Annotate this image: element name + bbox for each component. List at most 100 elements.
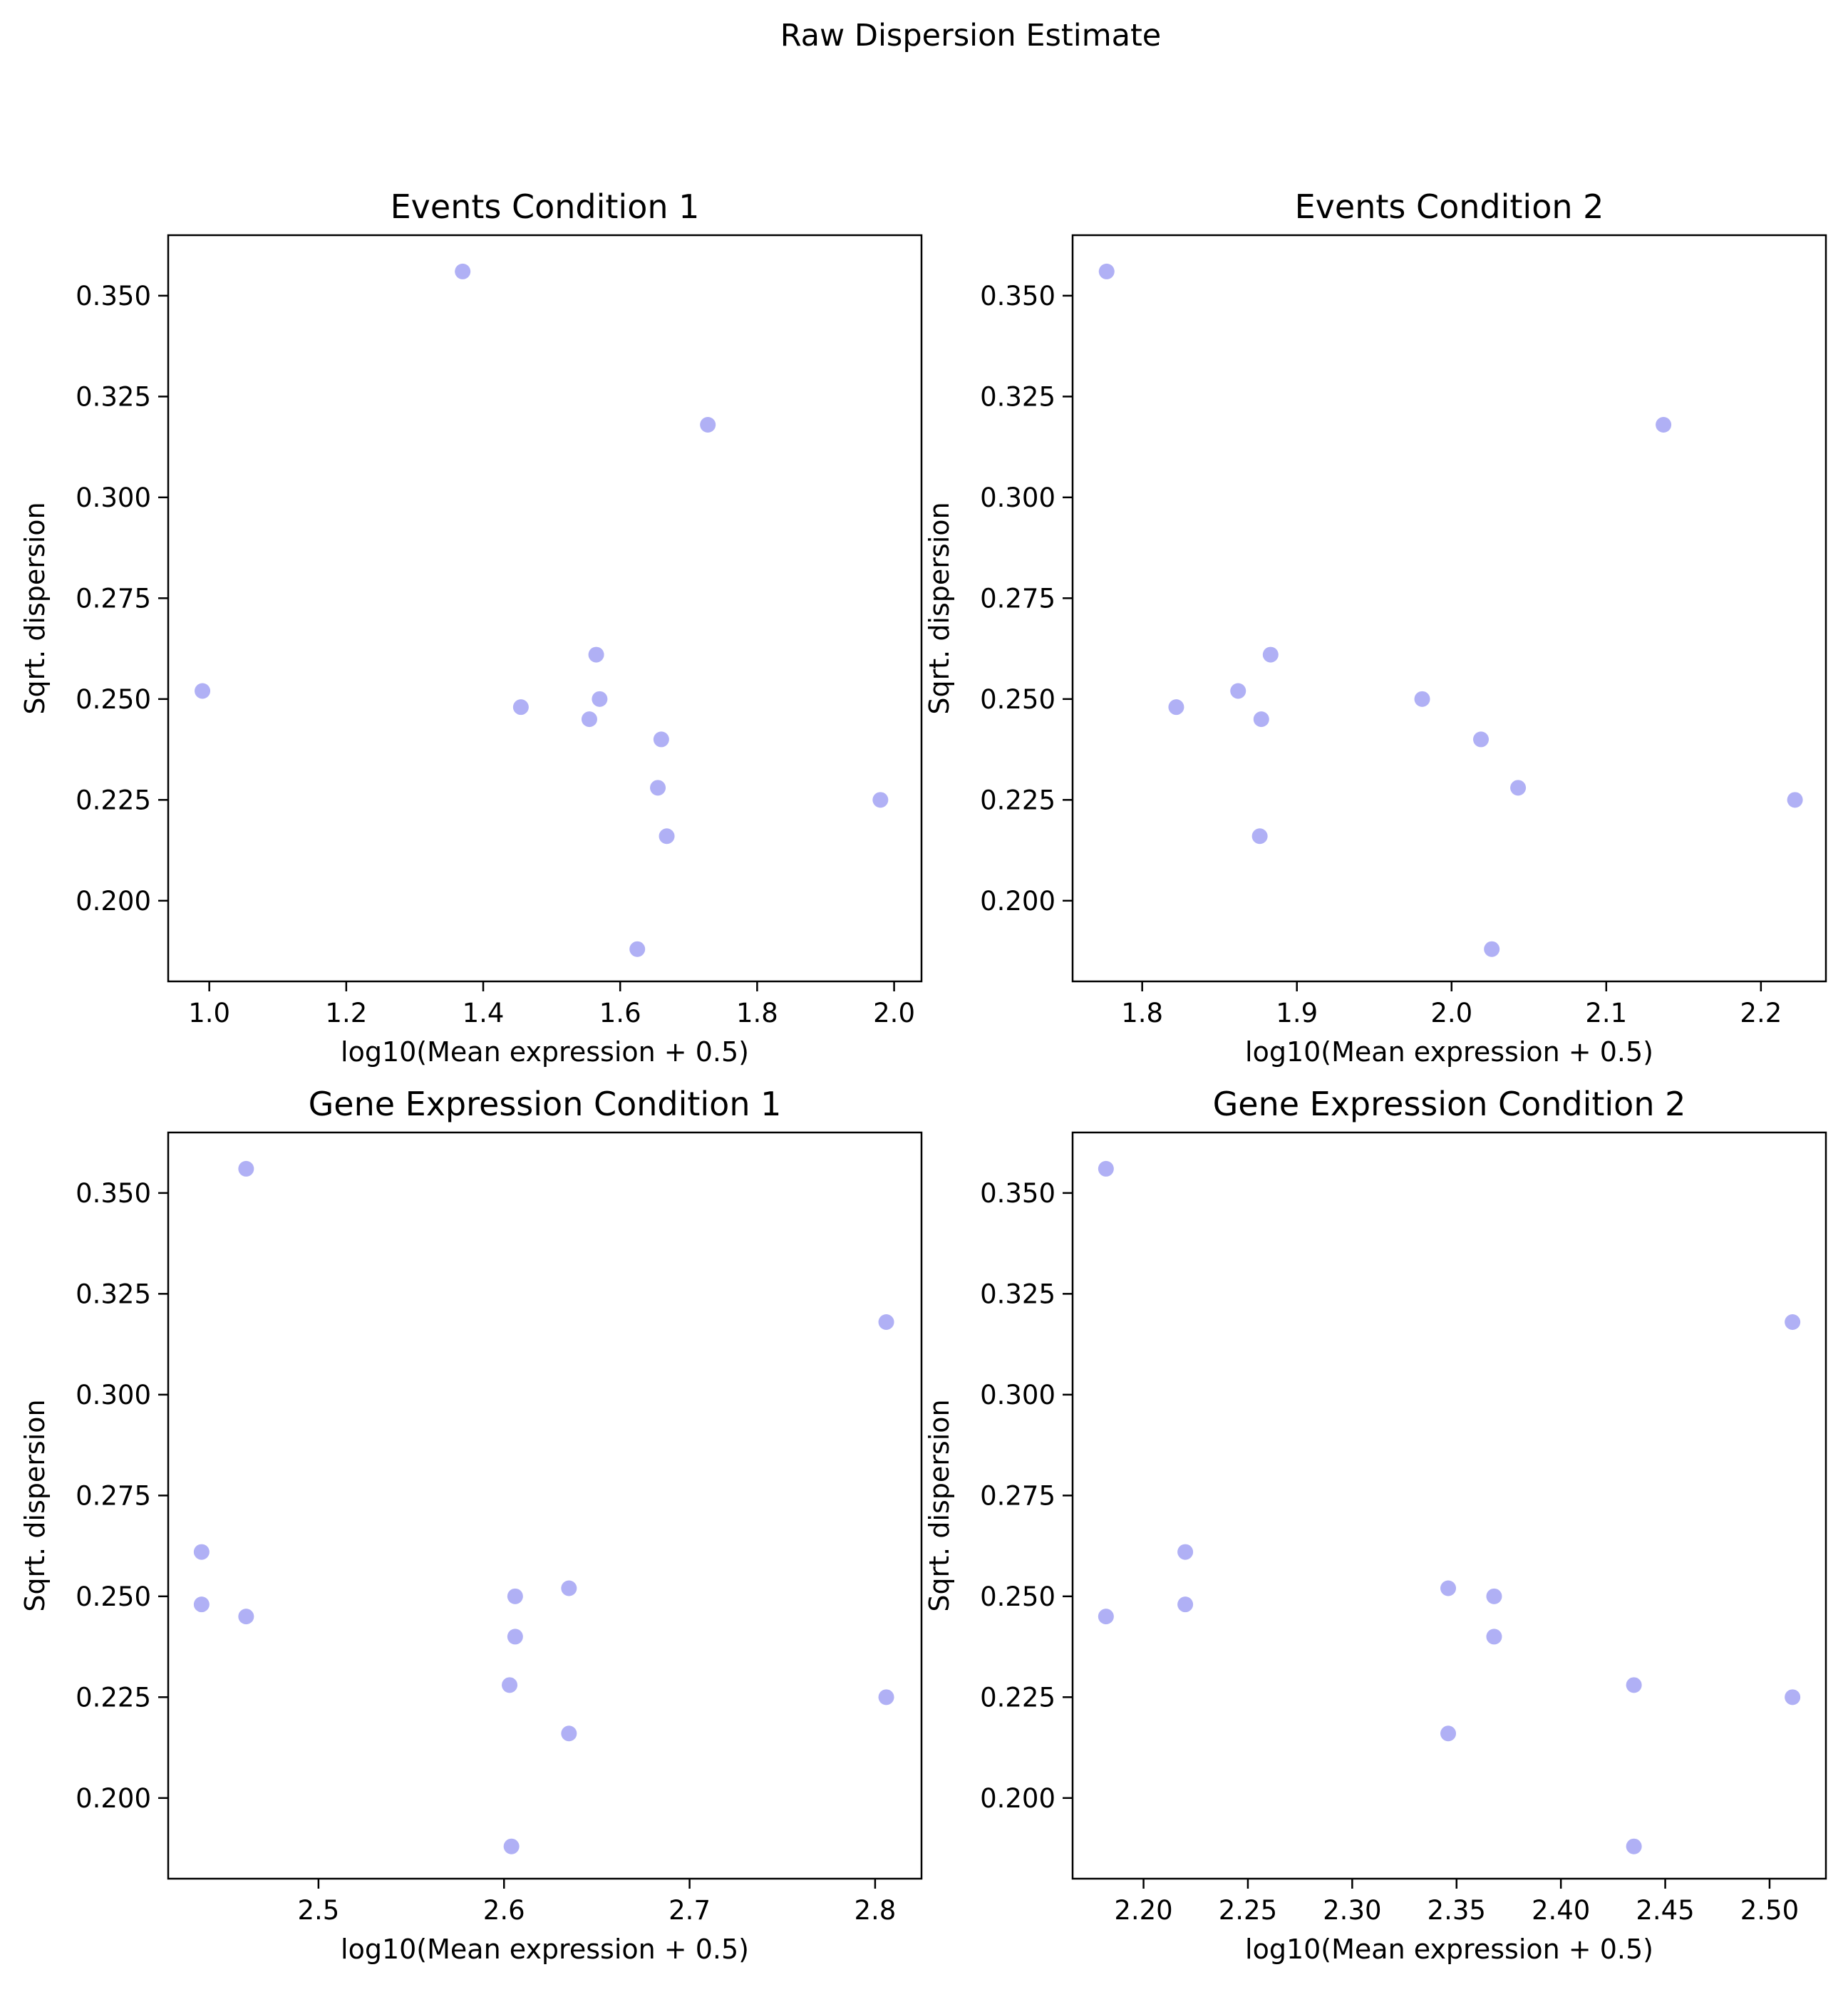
subplot-title: Events Condition 1 [391, 187, 700, 226]
data-point [502, 1677, 518, 1693]
data-point [659, 828, 675, 845]
x-tick-label: 2.0 [873, 998, 915, 1028]
data-point [629, 941, 646, 957]
data-point [878, 1314, 894, 1330]
data-point [1251, 828, 1268, 845]
data-point [193, 1596, 210, 1613]
x-tick-label: 2.35 [1428, 1895, 1486, 1926]
y-tick-label: 0.350 [76, 281, 151, 311]
x-tick-label: 1.6 [599, 998, 641, 1028]
data-point [700, 416, 716, 433]
x-tick-label: 2.40 [1532, 1895, 1590, 1926]
y-tick-label: 0.350 [76, 1178, 151, 1209]
axes-frame [1071, 234, 1827, 983]
data-point [1177, 1596, 1194, 1613]
data-point [507, 1629, 523, 1645]
subplot-4: Gene Expression Condition 2 2.20 2.25 2.30 2… [924, 1085, 1827, 1965]
x-tick-label: 2.8 [854, 1895, 896, 1926]
data-point [1787, 792, 1803, 808]
data-point [1440, 1725, 1457, 1742]
y-tick-label: 0.275 [980, 1480, 1055, 1511]
y-axis-label: Sqrt. dispersion [924, 502, 955, 714]
data-point [878, 1689, 894, 1705]
y-axis-label: Sqrt. dispersion [19, 502, 51, 714]
data-point [592, 691, 608, 707]
x-tick-label: 2.7 [669, 1895, 711, 1926]
data-point [1440, 1580, 1457, 1596]
data-point [1486, 1629, 1502, 1645]
x-tick-label: 1.8 [736, 998, 778, 1028]
data-point [512, 699, 529, 716]
data-point [507, 1588, 523, 1604]
y-tick-label: 0.200 [980, 886, 1055, 917]
x-tick-label: 1.8 [1121, 998, 1163, 1028]
data-point [561, 1725, 577, 1742]
x-axis-label: log10(Mean expression + 0.5) [341, 1036, 749, 1068]
axes-frame [1071, 1131, 1827, 1880]
subplot-title: Gene Expression Condition 2 [1213, 1085, 1686, 1123]
x-tick-label: 2.20 [1114, 1895, 1172, 1926]
axes-frame [167, 234, 923, 983]
data-point [195, 683, 211, 699]
y-tick-label: 0.325 [980, 381, 1055, 412]
data-point [455, 263, 471, 279]
subplot-2: Events Condition 2 1.8 1.9 2.0 2.1 2.2 0.200 0.… [924, 187, 1827, 1068]
data-point [1177, 1544, 1194, 1560]
subplot-title: Gene Expression Condition 1 [309, 1085, 782, 1123]
y-tick-label: 0.325 [76, 1279, 151, 1309]
data-point [1253, 711, 1269, 728]
y-tick-label: 0.300 [76, 482, 151, 513]
x-tick-label: 2.45 [1636, 1895, 1694, 1926]
x-tick-label: 2.2 [1740, 998, 1782, 1028]
data-point [1626, 1677, 1642, 1693]
data-point [1785, 1689, 1801, 1705]
x-tick-label: 2.25 [1219, 1895, 1277, 1926]
y-tick-label: 0.200 [980, 1783, 1055, 1814]
x-tick-label: 2.50 [1740, 1895, 1799, 1926]
data-point [1414, 691, 1430, 707]
data-point [1262, 646, 1279, 663]
y-tick-label: 0.300 [980, 1380, 1055, 1410]
data-point [1098, 1609, 1114, 1625]
data-point [581, 711, 597, 728]
data-point [193, 1544, 210, 1560]
data-point [1510, 780, 1527, 796]
x-tick-label: 2.30 [1323, 1895, 1381, 1926]
y-axis-label: Sqrt. dispersion [924, 1399, 955, 1611]
x-tick-label: 1.4 [463, 998, 505, 1028]
y-tick-label: 0.325 [980, 1279, 1055, 1309]
data-point [1486, 1588, 1502, 1604]
data-point [1472, 731, 1489, 748]
subplot-1: Events Condition 1 1.0 1.2 1.4 1.6 1.8 2.0 0.20… [19, 187, 923, 1068]
y-tick-label: 0.350 [980, 1178, 1055, 1209]
data-point [650, 780, 666, 796]
x-tick-label: 2.6 [483, 1895, 525, 1926]
x-tick-label: 2.1 [1585, 998, 1627, 1028]
subplots-grid: Events Condition 1 1.0 1.2 1.4 1.6 1.8 2.0 0.20… [19, 187, 1827, 1965]
y-tick-label: 0.200 [76, 886, 151, 917]
x-tick-label: 1.9 [1276, 998, 1318, 1028]
subplot-title: Events Condition 2 [1295, 187, 1604, 226]
data-point [1168, 699, 1184, 716]
data-point [1785, 1314, 1801, 1330]
x-tick-label: 1.0 [188, 998, 230, 1028]
axes-frame [167, 1131, 923, 1880]
data-point [1656, 416, 1672, 433]
y-tick-label: 0.250 [980, 1581, 1055, 1612]
data-point [1626, 1838, 1642, 1854]
y-tick-label: 0.275 [980, 583, 1055, 614]
y-tick-label: 0.225 [76, 1682, 151, 1713]
data-point [1098, 1160, 1114, 1177]
figure-title: Raw Dispersion Estimate [780, 18, 1162, 53]
x-axis-label: log10(Mean expression + 0.5) [1245, 1934, 1653, 1965]
data-point [1484, 941, 1500, 957]
y-axis-label: Sqrt. dispersion [19, 1399, 51, 1611]
y-tick-label: 0.350 [980, 281, 1055, 311]
y-tick-label: 0.275 [76, 583, 151, 614]
data-point [238, 1609, 254, 1625]
y-tick-label: 0.300 [76, 1380, 151, 1410]
data-point [561, 1580, 577, 1596]
data-point [588, 646, 604, 663]
